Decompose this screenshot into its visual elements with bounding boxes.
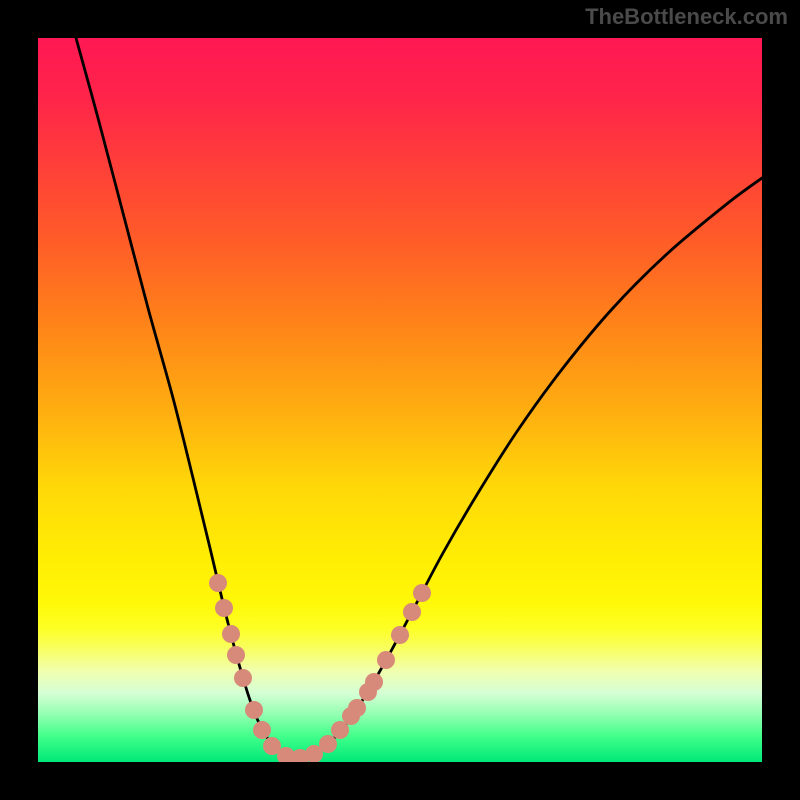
data-marker: [253, 721, 271, 739]
data-marker: [227, 646, 245, 664]
marker-group: [209, 574, 431, 762]
data-marker: [413, 584, 431, 602]
data-marker: [222, 625, 240, 643]
data-marker: [234, 669, 252, 687]
watermark-text: TheBottleneck.com: [585, 4, 788, 30]
plot-area: [38, 38, 762, 762]
data-marker: [215, 599, 233, 617]
data-marker: [391, 626, 409, 644]
curve-layer: [38, 38, 762, 762]
data-marker: [403, 603, 421, 621]
data-marker: [348, 699, 366, 717]
data-marker: [209, 574, 227, 592]
data-marker: [365, 673, 383, 691]
data-marker: [319, 735, 337, 753]
data-marker: [245, 701, 263, 719]
data-marker: [331, 721, 349, 739]
v-curve-path: [76, 38, 762, 759]
data-marker: [377, 651, 395, 669]
